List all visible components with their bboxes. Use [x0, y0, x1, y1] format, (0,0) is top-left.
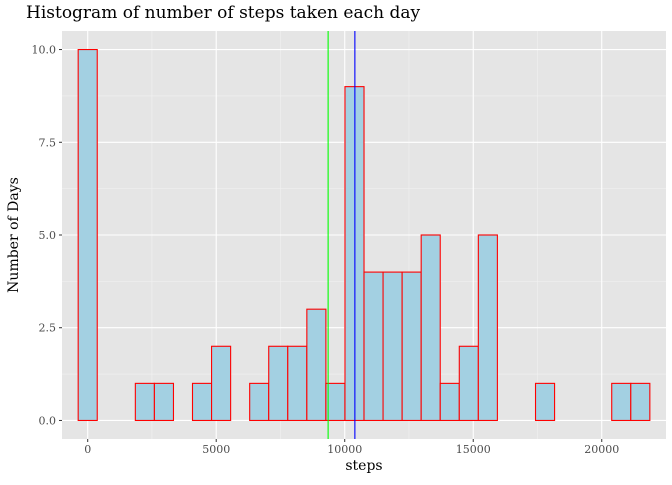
histogram-bar [382, 271, 403, 422]
x-tick-label: 20000 [584, 443, 619, 456]
histogram-bar [420, 234, 441, 422]
histogram-bar [249, 382, 270, 422]
histogram-bar [363, 271, 384, 422]
y-axis-title: Number of Days [6, 177, 22, 293]
y-tick-label: 10.0 [32, 44, 57, 57]
histogram-bar [287, 345, 308, 422]
histogram-bar [439, 382, 460, 422]
histogram-bar [401, 271, 422, 422]
reference-lines [327, 31, 356, 439]
histogram-bar [191, 382, 213, 422]
histogram-bar [477, 234, 498, 422]
histogram-bar [325, 382, 346, 422]
histogram-bar [268, 345, 289, 422]
histogram-bar [630, 382, 651, 422]
histogram-bar [611, 382, 632, 422]
histogram-bar [134, 382, 155, 422]
y-tick-label: 2.5 [39, 322, 57, 335]
histogram-bar [306, 308, 327, 422]
x-tick-label: 15000 [456, 443, 491, 456]
y-tick-label: 0.0 [39, 414, 57, 427]
x-tick-label: 10000 [327, 443, 362, 456]
x-tick-label: 5000 [202, 443, 230, 456]
x-axis-title: steps [345, 458, 382, 474]
x-axis-ticks: 0 5000 10000 15000 20000 [84, 439, 619, 456]
x-tick-label: 0 [84, 443, 91, 456]
histogram-bar [458, 345, 479, 422]
histogram-bar [534, 382, 556, 422]
histogram-bars [77, 48, 651, 422]
y-tick-label: 7.5 [39, 136, 57, 149]
histogram-bar [153, 382, 175, 422]
histogram-bar [77, 48, 98, 422]
y-tick-label: 5.0 [39, 229, 57, 242]
histogram-bar [211, 345, 232, 422]
y-axis-ticks: 0.0 2.5 5.0 7.5 10.0 [32, 44, 62, 427]
chart-title: Histogram of number of steps taken each … [26, 3, 421, 23]
